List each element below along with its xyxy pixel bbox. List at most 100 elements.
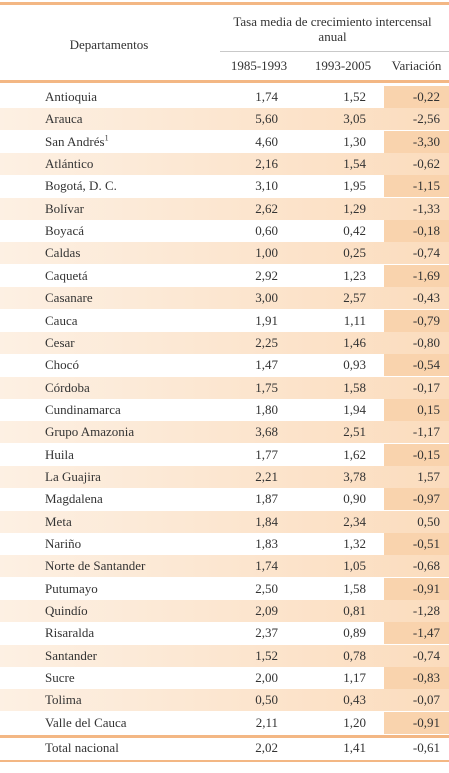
cell-value: 0,89 xyxy=(343,625,366,641)
row-name: Cauca xyxy=(45,310,77,332)
row-name-text: Cundinamarca xyxy=(45,401,121,417)
cell-value: 2,57 xyxy=(343,290,366,306)
row-name: Grupo Amazonia xyxy=(45,421,134,443)
row-name: Santander xyxy=(45,645,97,667)
cell-value: -0,15 xyxy=(412,446,440,462)
cell-shade xyxy=(384,577,449,600)
cell-value: -0,17 xyxy=(412,379,440,395)
row-name: La Guajira xyxy=(45,466,101,488)
cell-value: 4,60 xyxy=(255,133,278,149)
cell-value: 1,95 xyxy=(343,178,366,194)
table-row: Tolima 0,50 0,43 -0,07 xyxy=(0,689,449,712)
cell-value: -0,91 xyxy=(412,714,440,730)
cell-value: 0,15 xyxy=(417,401,440,417)
cell-value: 1,58 xyxy=(343,580,366,596)
table-row: Bolívar 2,62 1,29 -1,33 xyxy=(0,197,449,220)
cell-value: -0,18 xyxy=(412,223,440,239)
row-name-text: Bogotá, D. C. xyxy=(45,178,117,194)
row-name-text: San Andrés xyxy=(45,133,105,149)
row-name-text: Risaralda xyxy=(45,625,95,641)
table-row: Total nacional 2,02 1,41 -0,61 xyxy=(0,737,449,759)
cell-value: 2,92 xyxy=(255,267,278,283)
table-row: Meta 1,84 2,34 0,50 xyxy=(0,510,449,533)
cell-value: 1,80 xyxy=(255,401,278,417)
row-name: Quindío xyxy=(45,600,88,622)
table-row: Bogotá, D. C. 3,10 1,95 -1,15 xyxy=(0,175,449,198)
cell-value: 1,75 xyxy=(255,379,278,395)
cell-value: 1,30 xyxy=(343,133,366,149)
cell-value: -0,83 xyxy=(412,670,440,686)
row-name: Casanare xyxy=(45,287,93,309)
cell-value: 1,41 xyxy=(343,740,366,755)
table-row: Norte de Santander 1,74 1,05 -0,68 xyxy=(0,555,449,578)
row-name: Atlántico xyxy=(45,153,93,175)
table-row: Santander 1,52 0,78 -0,74 xyxy=(0,644,449,667)
row-shade xyxy=(0,689,449,712)
table-row: Nariño 1,83 1,32 -0,51 xyxy=(0,533,449,555)
row-name: Arauca xyxy=(45,108,83,130)
cell-value: 2,16 xyxy=(255,156,278,172)
row-shade xyxy=(0,555,449,578)
cell-value: 5,60 xyxy=(255,111,278,127)
row-name-text: Norte de Santander xyxy=(45,558,146,574)
cell-value: 1,47 xyxy=(255,357,278,373)
cell-value: 0,60 xyxy=(255,223,278,239)
row-shade xyxy=(0,197,449,220)
cell-value: -0,62 xyxy=(412,156,440,172)
cell-value: 2,62 xyxy=(255,200,278,216)
cell-shade xyxy=(384,622,449,645)
row-name: Bolívar xyxy=(45,198,84,220)
cell-shade xyxy=(384,86,449,108)
cell-shade xyxy=(384,488,449,511)
cell-value: 2,11 xyxy=(255,714,278,730)
cell-shade xyxy=(384,398,449,421)
column-header: Variación xyxy=(391,58,442,73)
cell-value: 2,00 xyxy=(255,670,278,686)
table-row: Atlántico 2,16 1,54 -0,62 xyxy=(0,153,449,176)
row-name-text: Boyacá xyxy=(45,223,84,239)
row-name: Caquetá xyxy=(45,265,88,287)
row-name-text: Arauca xyxy=(45,111,83,127)
row-name: Putumayo xyxy=(45,578,98,600)
table-row: Cundinamarca 1,80 1,94 0,15 xyxy=(0,398,449,421)
cell-value: 2,09 xyxy=(255,603,278,619)
row-name: Chocó xyxy=(45,354,79,376)
cell-shade xyxy=(384,443,449,466)
row-name-text: La Guajira xyxy=(45,468,101,484)
cell-value: 1,83 xyxy=(255,536,278,551)
row-name-text: Grupo Amazonia xyxy=(45,424,135,440)
cell-value: -1,15 xyxy=(412,178,440,194)
cell-value: -0,61 xyxy=(412,740,440,755)
row-name-text: Atlántico xyxy=(45,156,94,172)
row-name-text: Cesar xyxy=(45,334,75,350)
cell-value: 1,17 xyxy=(343,670,366,686)
cell-value: 2,37 xyxy=(255,625,278,641)
cell-value: 1,52 xyxy=(343,89,366,104)
row-name-text: Antioquia xyxy=(45,89,97,104)
row-shade xyxy=(0,242,449,265)
cell-shade xyxy=(384,667,449,690)
cell-value: 1,57 xyxy=(417,468,440,484)
table-row: Risaralda 2,37 0,89 -1,47 xyxy=(0,622,449,645)
table-row: Cauca 1,91 1,11 -0,79 xyxy=(0,309,449,332)
row-name-text: Putumayo xyxy=(45,580,98,596)
cell-value: 1,62 xyxy=(343,446,366,462)
table-row: Valle del Cauca 2,11 1,20 -0,91 xyxy=(0,711,449,734)
cell-value: 1,77 xyxy=(255,446,278,462)
cell-value: 1,29 xyxy=(343,200,366,216)
cell-value: 2,25 xyxy=(255,334,278,350)
cell-value: -2,56 xyxy=(412,111,440,127)
column-header: 1985-1993 xyxy=(230,58,288,73)
cell-value: -0,43 xyxy=(412,290,440,306)
cell-value: -0,51 xyxy=(412,536,440,551)
table-row: San Andrés1 4,60 1,30 -3,30 xyxy=(0,130,449,153)
cell-value: 0,81 xyxy=(343,603,366,619)
row-shade xyxy=(0,644,449,667)
cell-value: 1,52 xyxy=(255,647,278,663)
cell-value: 0,78 xyxy=(343,647,366,663)
cell-value: 1,84 xyxy=(255,513,278,529)
row-name: Cesar xyxy=(45,332,75,354)
table-row: Chocó 1,47 0,93 -0,54 xyxy=(0,354,449,377)
row-shade xyxy=(0,108,449,131)
